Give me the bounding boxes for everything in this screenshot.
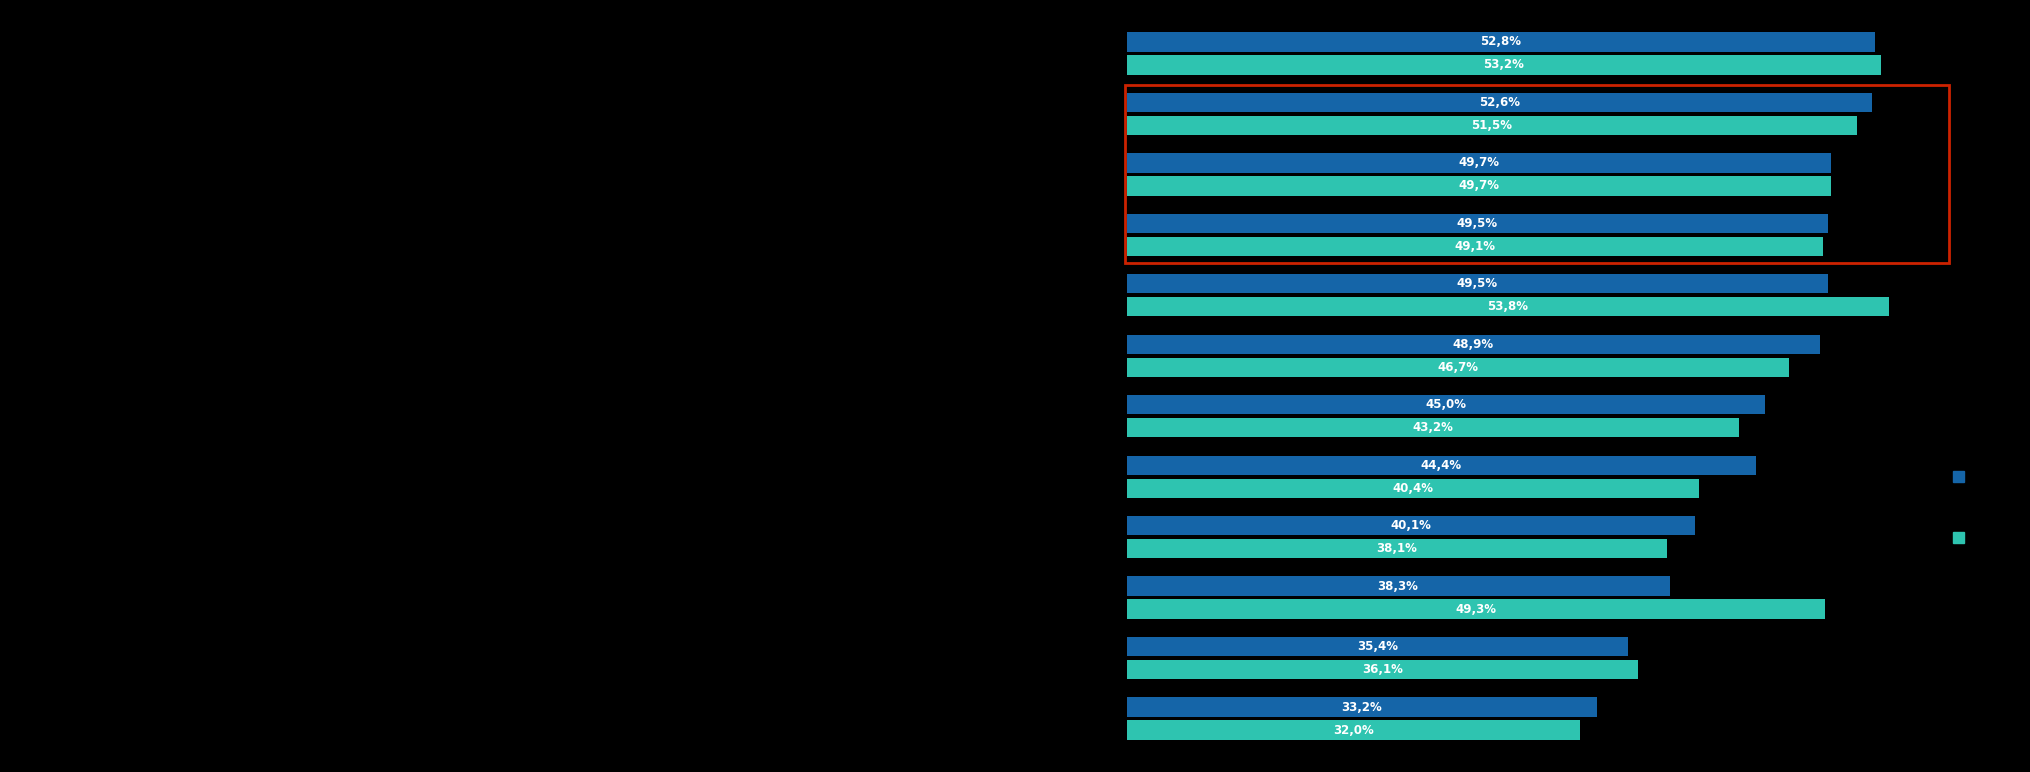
Text: 53,2%: 53,2% (1484, 59, 1525, 71)
Text: 40,4%: 40,4% (1393, 482, 1433, 495)
Text: 53,8%: 53,8% (1488, 300, 1529, 313)
Bar (1127, 334, 1819, 354)
Bar (1127, 274, 1829, 293)
Text: 49,5%: 49,5% (1458, 277, 1498, 290)
Bar (1127, 418, 1740, 438)
Text: 49,3%: 49,3% (1456, 603, 1496, 615)
Text: 48,9%: 48,9% (1453, 338, 1494, 350)
Text: 40,1%: 40,1% (1391, 520, 1431, 532)
Bar (1953, 532, 1965, 543)
Bar (1127, 479, 1699, 498)
Text: 43,2%: 43,2% (1413, 422, 1453, 434)
Bar (1127, 539, 1667, 558)
Text: 49,1%: 49,1% (1453, 240, 1496, 252)
Bar (1125, 86, 1949, 263)
Bar (1127, 697, 1598, 716)
Text: 51,5%: 51,5% (1472, 119, 1512, 132)
Bar (1127, 577, 1669, 596)
Bar (1127, 214, 1829, 233)
Bar (1127, 56, 1880, 75)
Bar (1127, 395, 1764, 415)
Text: 49,7%: 49,7% (1458, 157, 1500, 169)
Bar (1127, 93, 1872, 112)
Text: 49,5%: 49,5% (1458, 217, 1498, 230)
Text: 33,2%: 33,2% (1342, 701, 1382, 713)
Bar (1127, 237, 1823, 256)
Bar (1127, 660, 1638, 679)
Text: 38,3%: 38,3% (1378, 580, 1419, 593)
Bar (1127, 720, 1579, 740)
Bar (1127, 32, 1876, 52)
Text: 52,6%: 52,6% (1480, 96, 1520, 109)
Bar (1127, 297, 1890, 317)
Bar (1127, 176, 1831, 195)
Bar (1127, 600, 1825, 619)
Text: 36,1%: 36,1% (1362, 663, 1403, 676)
Text: 52,8%: 52,8% (1480, 36, 1520, 49)
Text: 49,7%: 49,7% (1458, 179, 1500, 192)
Text: 45,0%: 45,0% (1425, 398, 1466, 411)
Text: 44,4%: 44,4% (1421, 459, 1462, 472)
Bar (1127, 637, 1628, 656)
Bar (1953, 471, 1965, 482)
Bar (1127, 153, 1831, 172)
Bar (1127, 116, 1857, 135)
Text: 38,1%: 38,1% (1376, 542, 1417, 555)
Bar (1127, 357, 1788, 377)
Text: 32,0%: 32,0% (1334, 723, 1374, 736)
Text: 46,7%: 46,7% (1437, 361, 1478, 374)
Bar (1127, 516, 1695, 535)
Text: 35,4%: 35,4% (1356, 640, 1399, 653)
Bar (1127, 455, 1756, 475)
